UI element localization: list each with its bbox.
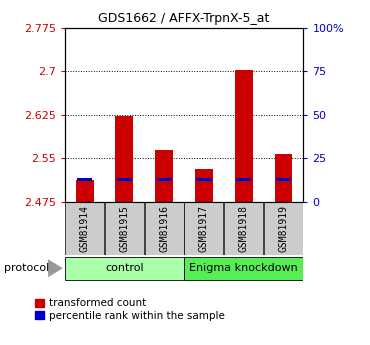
Legend: transformed count, percentile rank within the sample: transformed count, percentile rank withi… <box>35 298 225 321</box>
Text: Enigma knockdown: Enigma knockdown <box>189 263 298 273</box>
Bar <box>275 154 292 202</box>
Bar <box>196 178 212 181</box>
Bar <box>276 178 291 181</box>
Bar <box>185 257 304 280</box>
Bar <box>185 202 223 255</box>
Bar <box>157 178 172 181</box>
Text: GSM81918: GSM81918 <box>239 205 249 252</box>
Bar <box>76 180 94 202</box>
Bar <box>224 202 263 255</box>
Polygon shape <box>48 259 63 277</box>
Bar <box>236 178 251 181</box>
Bar <box>235 70 253 202</box>
Bar <box>65 257 184 280</box>
Text: protocol: protocol <box>4 263 49 273</box>
Text: GSM81916: GSM81916 <box>159 205 169 252</box>
Bar <box>117 178 132 181</box>
Text: GSM81917: GSM81917 <box>199 205 209 252</box>
Bar <box>77 178 92 181</box>
Bar <box>155 150 173 202</box>
Bar <box>105 202 144 255</box>
Bar <box>115 117 133 202</box>
Bar <box>65 202 104 255</box>
Text: GSM81915: GSM81915 <box>120 205 130 252</box>
Bar <box>264 202 303 255</box>
Title: GDS1662 / AFFX-TrpnX-5_at: GDS1662 / AFFX-TrpnX-5_at <box>98 12 270 25</box>
Text: GSM81914: GSM81914 <box>80 205 90 252</box>
Bar <box>145 202 184 255</box>
Bar <box>195 169 213 202</box>
Text: GSM81919: GSM81919 <box>279 205 289 252</box>
Text: control: control <box>105 263 144 273</box>
